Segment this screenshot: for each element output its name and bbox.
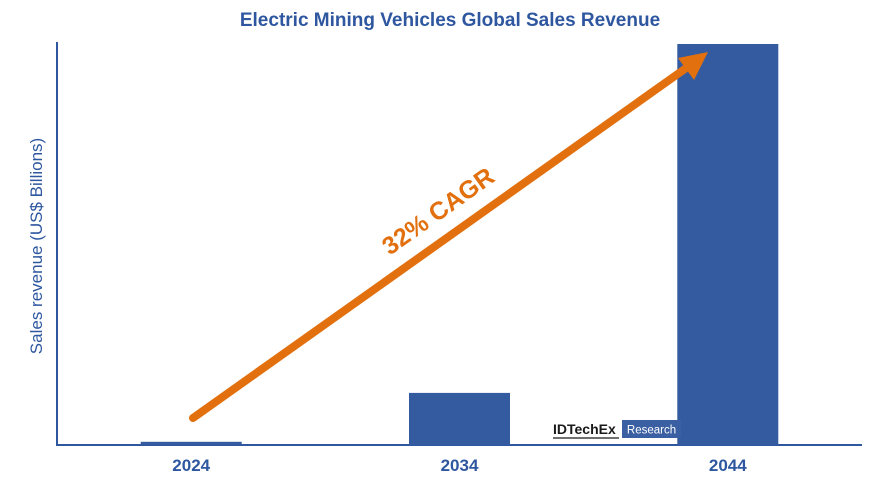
- watermark-badge: [622, 420, 681, 438]
- bars: [140, 44, 779, 445]
- x-tick-label-2044: 2044: [709, 456, 747, 475]
- cagr-arrow: [189, 52, 708, 422]
- bar-2034: [409, 392, 510, 445]
- bar-2024: [140, 441, 242, 445]
- x-tick-label-2034: 2034: [441, 456, 479, 475]
- watermark-badge-label: Research: [627, 425, 676, 437]
- y-axis-label: Sales revenue (US$ Billions): [27, 138, 46, 354]
- cagr-arrow-shaft: [189, 62, 693, 422]
- cagr-arrow-head: [678, 52, 708, 80]
- bar-2044: [677, 44, 779, 445]
- x-tick-label-2024: 2024: [172, 456, 210, 475]
- watermark-brand: IDTechEx: [553, 421, 616, 437]
- x-tick-labels: 2024 2034 2044: [172, 456, 747, 475]
- watermark: IDTechEx Research: [553, 420, 681, 439]
- chart-title: Electric Mining Vehicles Global Sales Re…: [240, 10, 660, 31]
